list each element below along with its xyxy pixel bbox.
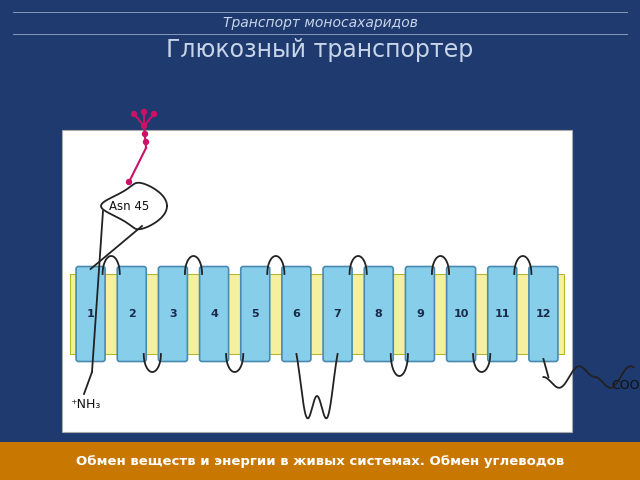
Circle shape: [141, 123, 147, 129]
Text: 6: 6: [292, 309, 300, 319]
Text: 1: 1: [86, 309, 95, 319]
Text: 10: 10: [453, 309, 468, 319]
Circle shape: [143, 132, 147, 136]
Text: 5: 5: [252, 309, 259, 319]
FancyBboxPatch shape: [282, 266, 311, 361]
Text: 2: 2: [128, 309, 136, 319]
Bar: [0, 442, 640, 480]
Circle shape: [127, 180, 131, 184]
FancyBboxPatch shape: [447, 266, 476, 361]
Bar: [62, 130, 572, 432]
Text: 11: 11: [495, 309, 510, 319]
Circle shape: [143, 140, 148, 144]
Text: 12: 12: [536, 309, 551, 319]
Circle shape: [152, 111, 157, 117]
Text: 8: 8: [375, 309, 383, 319]
Circle shape: [131, 111, 136, 117]
Text: 7: 7: [333, 309, 342, 319]
Text: 9: 9: [416, 309, 424, 319]
Text: Транспорт моносахаридов: Транспорт моносахаридов: [223, 16, 417, 30]
Circle shape: [141, 109, 147, 115]
FancyBboxPatch shape: [200, 266, 228, 361]
Text: ⁺NH₃: ⁺NH₃: [70, 397, 100, 410]
Text: Asn 45: Asn 45: [109, 200, 149, 213]
FancyBboxPatch shape: [159, 266, 188, 361]
FancyBboxPatch shape: [529, 266, 558, 361]
FancyBboxPatch shape: [241, 266, 269, 361]
Text: Глюкозный транспортер: Глюкозный транспортер: [166, 38, 474, 62]
Text: 4: 4: [210, 309, 218, 319]
FancyBboxPatch shape: [405, 266, 435, 361]
FancyBboxPatch shape: [76, 266, 105, 361]
Text: COO⁻: COO⁻: [611, 379, 640, 392]
Text: 3: 3: [169, 309, 177, 319]
Bar: [70, 274, 564, 354]
FancyBboxPatch shape: [488, 266, 516, 361]
FancyBboxPatch shape: [117, 266, 147, 361]
FancyBboxPatch shape: [323, 266, 352, 361]
Text: Обмен веществ и энергии в живых системах. Обмен углеводов: Обмен веществ и энергии в живых системах…: [76, 455, 564, 468]
FancyBboxPatch shape: [364, 266, 393, 361]
